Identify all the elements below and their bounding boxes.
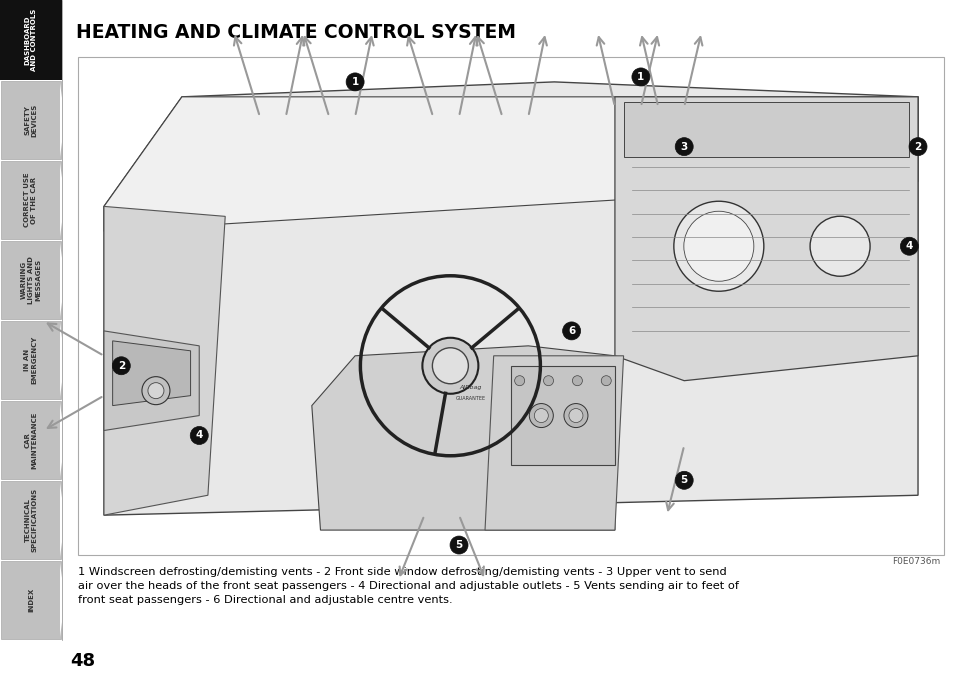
Text: F0E0736m: F0E0736m [891,557,939,566]
Circle shape [432,348,468,384]
Text: IN AN
EMERGENCY: IN AN EMERGENCY [25,336,37,384]
Circle shape [673,201,763,291]
Circle shape [675,138,693,156]
Polygon shape [615,97,917,381]
Polygon shape [60,403,65,477]
Circle shape [422,338,477,394]
Polygon shape [104,331,199,431]
Circle shape [568,408,582,423]
Bar [1,481,61,559]
Polygon shape [60,323,65,397]
Bar [0,0,62,80]
Polygon shape [60,483,65,557]
Bar [78,57,943,555]
Polygon shape [60,83,65,157]
Circle shape [631,68,649,86]
Polygon shape [312,346,615,530]
Bar [1,81,61,159]
Text: 1: 1 [351,77,358,87]
Text: CAR
MAINTENANCE: CAR MAINTENANCE [25,411,37,468]
Circle shape [908,138,926,156]
Polygon shape [484,356,623,530]
Circle shape [534,408,548,423]
Bar [1,161,61,239]
Circle shape [514,376,524,385]
Text: 2: 2 [117,360,125,371]
Circle shape [148,383,164,399]
Circle shape [529,404,553,427]
Text: CORRECT USE
OF THE CAR: CORRECT USE OF THE CAR [25,173,37,227]
Text: 5: 5 [679,475,687,485]
Polygon shape [112,341,191,406]
Text: 2: 2 [913,142,921,152]
Circle shape [450,536,468,554]
Text: 3: 3 [679,142,687,152]
Text: DASHBOARD
AND CONTROLS: DASHBOARD AND CONTROLS [25,9,37,71]
Polygon shape [104,82,917,515]
Text: 1: 1 [637,72,644,82]
Circle shape [683,211,753,281]
Text: 4: 4 [904,241,912,251]
Circle shape [562,322,580,340]
Polygon shape [104,97,917,232]
Polygon shape [104,207,225,515]
Polygon shape [60,163,65,237]
Circle shape [142,377,170,404]
Circle shape [572,376,581,385]
Polygon shape [60,243,65,317]
Text: 4: 4 [195,431,203,441]
Circle shape [600,376,611,385]
Text: HEATING AND CLIMATE CONTROL SYSTEM: HEATING AND CLIMATE CONTROL SYSTEM [76,22,516,41]
Text: 1 Windscreen defrosting/demisting vents - 2 Front side window defrosting/demisti: 1 Windscreen defrosting/demisting vents … [78,567,726,577]
Text: air over the heads of the front seat passengers - 4 Directional and adjustable o: air over the heads of the front seat pas… [78,581,739,591]
Polygon shape [60,563,65,637]
Text: 5: 5 [455,540,462,550]
Circle shape [563,404,587,427]
Text: SAFETY
DEVICES: SAFETY DEVICES [25,103,37,136]
Bar [1,321,61,399]
Text: INDEX: INDEX [28,588,34,612]
Text: front seat passengers - 6 Directional and adjustable centre vents.: front seat passengers - 6 Directional an… [78,595,452,605]
Text: TECHNICAL
SPECIFICATIONS: TECHNICAL SPECIFICATIONS [25,488,37,552]
Circle shape [543,376,553,385]
Circle shape [190,427,208,444]
Bar [1,241,61,319]
Polygon shape [623,102,908,157]
Text: GUARANTEE: GUARANTEE [455,396,485,401]
Circle shape [675,471,693,489]
Text: AIRbag: AIRbag [458,385,481,390]
Text: 6: 6 [567,326,575,336]
Bar [1,401,61,479]
Text: 48: 48 [70,652,95,670]
Circle shape [346,73,364,91]
Circle shape [809,216,869,276]
Bar [1,561,61,639]
Polygon shape [511,366,615,465]
Circle shape [112,357,131,375]
Circle shape [900,237,918,255]
Text: WARNING
LIGHTS AND
MESSAGES: WARNING LIGHTS AND MESSAGES [21,256,41,304]
